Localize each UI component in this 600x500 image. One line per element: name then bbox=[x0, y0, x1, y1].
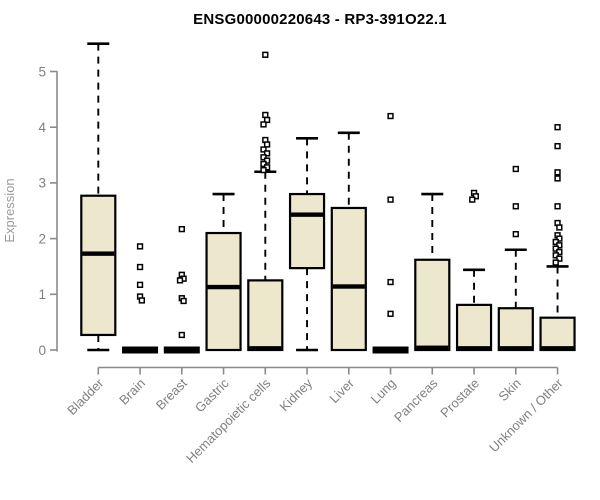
outlier-point bbox=[552, 245, 559, 252]
outlier-point bbox=[512, 203, 519, 210]
outlier-point bbox=[554, 124, 561, 131]
outlier-point bbox=[263, 150, 271, 157]
outlier-point bbox=[260, 121, 267, 128]
outlier-point bbox=[554, 142, 561, 150]
median-line bbox=[122, 346, 159, 354]
y-tick-label: 4 bbox=[38, 120, 46, 135]
box-rect bbox=[455, 303, 493, 352]
boxplot-gastric bbox=[205, 192, 242, 352]
outlier-point bbox=[512, 165, 519, 173]
median-line bbox=[416, 345, 449, 350]
outlier-point bbox=[136, 281, 144, 288]
chart-title: ENSG00000220643 - RP3-391O22.1 bbox=[193, 11, 447, 28]
outlier-point bbox=[260, 160, 267, 168]
median-line bbox=[163, 346, 200, 354]
x-tick-label-gastric: Gastric bbox=[192, 375, 232, 415]
box-rect bbox=[497, 307, 534, 352]
boxplot-brain bbox=[122, 243, 159, 354]
outlier-point bbox=[387, 112, 394, 120]
box-rect bbox=[205, 231, 242, 352]
outlier-point bbox=[512, 230, 519, 238]
boxplot-pancreas bbox=[414, 192, 451, 352]
y-tick-label: 5 bbox=[38, 64, 46, 79]
outlier-point bbox=[136, 243, 144, 250]
boxplot-unknown-other bbox=[539, 124, 576, 352]
box-rect bbox=[414, 258, 451, 352]
median-line bbox=[458, 346, 491, 351]
outlier-point bbox=[554, 169, 561, 176]
box-rect bbox=[80, 194, 117, 337]
y-tick-label: 1 bbox=[38, 287, 46, 302]
outlier-point bbox=[263, 157, 271, 164]
outlier-point bbox=[387, 310, 394, 317]
outlier-point bbox=[554, 203, 561, 210]
median-line bbox=[207, 284, 240, 290]
outlier-point bbox=[263, 141, 271, 148]
outlier-point bbox=[178, 225, 185, 233]
boxplot-prostate bbox=[455, 189, 493, 352]
outlier-point bbox=[469, 196, 476, 203]
y-tick-label: 3 bbox=[38, 176, 46, 191]
median-line bbox=[541, 346, 574, 351]
boxplot-hematopoietic-cells bbox=[247, 51, 284, 352]
outlier-point bbox=[260, 146, 267, 153]
median-line bbox=[332, 284, 365, 289]
outlier-point bbox=[136, 263, 144, 271]
outlier-point bbox=[260, 154, 267, 161]
box-rect bbox=[539, 316, 576, 352]
outlier-point bbox=[387, 196, 394, 203]
median-line bbox=[291, 212, 324, 217]
outlier-point bbox=[556, 248, 563, 256]
outlier-point bbox=[263, 116, 271, 124]
x-tick-label-prostate: Prostate bbox=[437, 376, 482, 421]
x-tick-label-breast: Breast bbox=[153, 375, 190, 412]
median-line bbox=[499, 346, 532, 351]
outlier-point bbox=[387, 278, 394, 286]
outlier-point bbox=[260, 166, 267, 174]
outlier-point bbox=[552, 259, 559, 266]
x-tick-label-pancreas: Pancreas bbox=[391, 375, 441, 425]
x-tick-label-skin: Skin bbox=[495, 376, 523, 404]
y-axis: 0 1 2 3 4 5 Expression bbox=[2, 64, 58, 358]
outlier-point bbox=[176, 277, 184, 284]
x-tick-label-bladder: Bladder bbox=[64, 375, 107, 418]
outlier-point bbox=[262, 111, 269, 119]
median-line bbox=[249, 346, 282, 351]
box-rect bbox=[330, 206, 367, 352]
x-tick-label-lung: Lung bbox=[368, 376, 399, 407]
boxplot-kidney bbox=[288, 137, 326, 352]
x-tick-label-unknown-other: Unknown / Other bbox=[486, 375, 566, 455]
outlier-point bbox=[262, 51, 269, 58]
outlier-point bbox=[554, 175, 561, 182]
y-axis-label: Expression bbox=[2, 178, 17, 242]
boxplot-breast bbox=[163, 225, 200, 354]
outlier-point bbox=[472, 193, 480, 200]
boxplot-bladder bbox=[80, 42, 117, 352]
outlier-point bbox=[552, 252, 559, 259]
median-line bbox=[372, 346, 409, 354]
x-tick-label-kidney: Kidney bbox=[276, 375, 315, 414]
outlier-point bbox=[556, 235, 563, 242]
y-tick-label: 2 bbox=[38, 231, 46, 246]
x-tick-label-brain: Brain bbox=[116, 376, 148, 408]
boxplot-liver bbox=[330, 131, 367, 352]
box-rect bbox=[288, 192, 326, 270]
outlier-point bbox=[556, 242, 563, 249]
outlier-point bbox=[556, 255, 563, 262]
outlier-point bbox=[552, 238, 559, 246]
outlier-point bbox=[556, 224, 563, 231]
y-tick-label: 0 bbox=[38, 343, 46, 358]
box-rect bbox=[247, 279, 284, 352]
median-line bbox=[82, 251, 115, 256]
outlier-point bbox=[178, 331, 185, 339]
boxplot-lung bbox=[372, 112, 409, 354]
outlier-point bbox=[180, 297, 187, 305]
x-tick-label-liver: Liver bbox=[326, 375, 357, 406]
boxplot-skin bbox=[497, 165, 534, 352]
outlier-point bbox=[138, 297, 145, 304]
